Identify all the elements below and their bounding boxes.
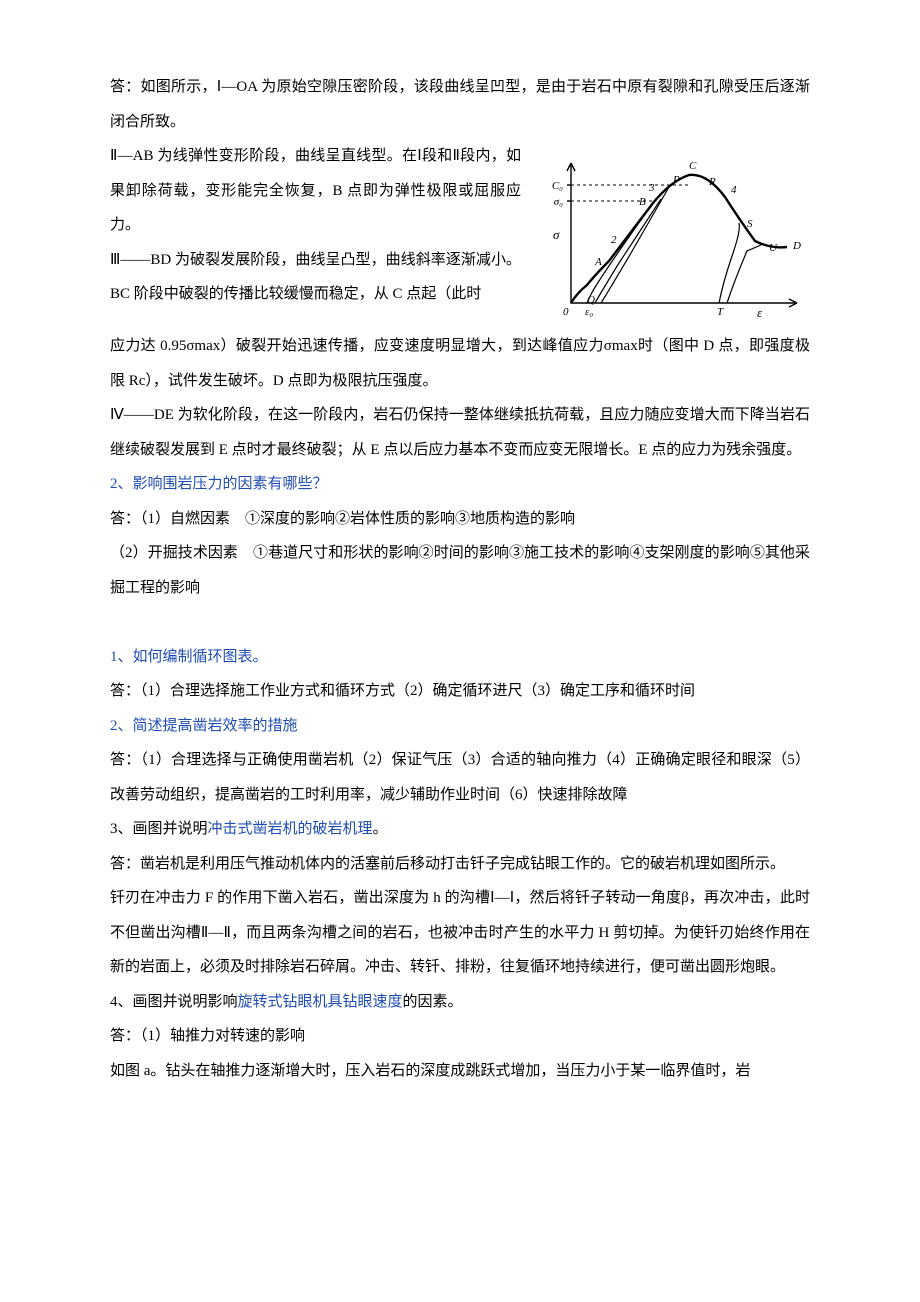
paragraph-text: 答：如图所示，Ⅰ—OA 为原始空隙压密阶段，该段曲线呈凹型，是由于岩石中原有裂隙… <box>110 79 810 130</box>
text-prefix: 4、画图并说明影响 <box>110 994 238 1010</box>
svg-text:A: A <box>594 256 602 268</box>
svg-text:ε₀: ε₀ <box>585 306 593 318</box>
svg-text:ε: ε <box>757 305 763 320</box>
question-text: 2、简述提高凿岩效率的措施 <box>110 718 298 734</box>
body-paragraph: 答：如图所示，Ⅰ—OA 为原始空隙压密阶段，该段曲线呈凹型，是由于岩石中原有裂隙… <box>110 70 810 139</box>
blank-line <box>110 605 810 640</box>
svg-text:C₀: C₀ <box>552 180 563 192</box>
question-heading: 3、画图并说明冲击式凿岩机的破岩机理。 <box>110 812 810 847</box>
svg-text:σ: σ <box>553 227 560 242</box>
paragraph-text: （2）开掘技术因素 ①巷道尺寸和形状的影响②时间的影响③施工技术的影响④支架刚度… <box>110 545 810 596</box>
text-suffix: 。 <box>373 821 388 837</box>
svg-text:4: 4 <box>731 184 737 196</box>
question-text: 1、如何编制循环图表。 <box>110 649 268 665</box>
figure-wrap-block: C₀ σ₀ σ ε 0 Qε₀ A2 B3 PCR 4 S U D T Ⅱ—AB 为线弹性变形阶段，曲线呈直… <box>110 139 810 329</box>
body-paragraph: 答：（1）合理选择施工作业方式和循环方式（2）确定循环进尺（3）确定工序和循环时… <box>110 674 810 709</box>
question-heading: 4、画图并说明影响旋转式钻眼机具钻眼速度的因素。 <box>110 985 810 1020</box>
question-heading: 2、简述提高凿岩效率的措施 <box>110 709 810 744</box>
body-paragraph: 答：凿岩机是利用压气推动机体内的活塞前后移动打击钎子完成钻眼工作的。它的破岩机理… <box>110 847 810 882</box>
body-paragraph: 答：（1）自燃因素 ①深度的影响②岩体性质的影响③地质构造的影响 <box>110 502 810 537</box>
svg-text:S: S <box>747 218 753 230</box>
svg-text:Q: Q <box>587 294 595 306</box>
paragraph-text: 答：（1）合理选择施工作业方式和循环方式（2）确定循环进尺（3）确定工序和循环时… <box>110 683 695 699</box>
stress-strain-figure: C₀ σ₀ σ ε 0 Qε₀ A2 B3 PCR 4 S U D T <box>535 143 810 323</box>
question-text: 2、影响围岩压力的因素有哪些？ <box>110 476 328 492</box>
paragraph-text: 答：（1）轴推力对转速的影响 <box>110 1028 305 1044</box>
svg-text:T: T <box>717 306 724 318</box>
highlighted-term: 旋转式钻眼机具钻眼速度 <box>238 994 403 1010</box>
paragraph-text: 答：（1）合理选择与正确使用凿岩机（2）保证气压（3）合适的轴向推力（4）正确确… <box>110 752 810 803</box>
question-heading: 1、如何编制循环图表。 <box>110 640 810 675</box>
body-paragraph: Ⅳ——DE 为软化阶段，在这一阶段内，岩石仍保持一整体继续抵抗荷载，且应力随应变… <box>110 398 810 467</box>
svg-text:2: 2 <box>611 234 617 246</box>
text-suffix: 的因素。 <box>403 994 463 1010</box>
paragraph-text: Ⅱ—AB 为线弹性变形阶段，曲线呈直线型。在Ⅰ段和Ⅱ段内，如果卸除荷载，变形能完… <box>110 148 521 233</box>
paragraph-text: Ⅲ——BD 为破裂发展阶段，曲线呈凸型，曲线斜率逐渐减小。BC 阶段中破裂的传播… <box>110 252 521 303</box>
body-paragraph: 应力达 0.95σmax）破裂开始迅速传播，应变速度明显增大，到达峰值应力σma… <box>110 329 810 398</box>
body-paragraph: 答：（1）合理选择与正确使用凿岩机（2）保证气压（3）合适的轴向推力（4）正确确… <box>110 743 810 812</box>
svg-text:0: 0 <box>563 306 569 318</box>
svg-text:D: D <box>792 240 801 252</box>
paragraph-text: 钎刃在冲击力 F 的作用下凿入岩石，凿出深度为 h 的沟槽Ⅰ—Ⅰ，然后将钎子转动… <box>110 890 810 975</box>
svg-text:R: R <box>708 176 716 188</box>
svg-text:3: 3 <box>648 182 655 194</box>
paragraph-text: 如图 a。钻头在轴推力逐渐增大时，压入岩石的深度成跳跃式增加，当压力小于某一临界… <box>110 1063 750 1079</box>
svg-text:P: P <box>672 174 680 186</box>
svg-text:B: B <box>639 196 646 208</box>
text-prefix: 3、画图并说明 <box>110 821 208 837</box>
paragraph-text: 答：（1）自燃因素 ①深度的影响②岩体性质的影响③地质构造的影响 <box>110 511 575 527</box>
body-paragraph: 如图 a。钻头在轴推力逐渐增大时，压入岩石的深度成跳跃式增加，当压力小于某一临界… <box>110 1054 810 1089</box>
paragraph-text: Ⅳ——DE 为软化阶段，在这一阶段内，岩石仍保持一整体继续抵抗荷载，且应力随应变… <box>110 407 810 458</box>
svg-text:U: U <box>769 242 778 254</box>
body-paragraph: （2）开掘技术因素 ①巷道尺寸和形状的影响②时间的影响③施工技术的影响④支架刚度… <box>110 536 810 605</box>
svg-text:C: C <box>689 160 697 172</box>
body-paragraph: 钎刃在冲击力 F 的作用下凿入岩石，凿出深度为 h 的沟槽Ⅰ—Ⅰ，然后将钎子转动… <box>110 881 810 985</box>
paragraph-text: 答：凿岩机是利用压气推动机体内的活塞前后移动打击钎子完成钻眼工作的。它的破岩机理… <box>110 856 785 872</box>
body-paragraph: 答：（1）轴推力对转速的影响 <box>110 1019 810 1054</box>
paragraph-text: 应力达 0.95σmax）破裂开始迅速传播，应变速度明显增大，到达峰值应力σma… <box>110 338 810 389</box>
svg-text:σ₀: σ₀ <box>554 196 563 208</box>
question-heading: 2、影响围岩压力的因素有哪些？ <box>110 467 810 502</box>
highlighted-term: 冲击式凿岩机的破岩机理 <box>208 821 373 837</box>
